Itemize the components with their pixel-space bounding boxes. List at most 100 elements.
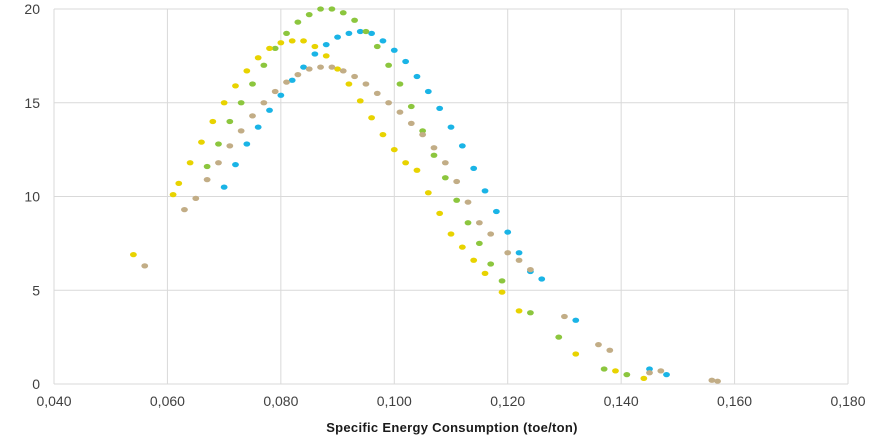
- data-point: [379, 38, 387, 44]
- data-point: [373, 90, 381, 96]
- data-point: [612, 368, 619, 374]
- data-point: [453, 178, 461, 185]
- data-point: [237, 128, 245, 134]
- data-point: [254, 55, 262, 61]
- data-point: [243, 141, 251, 147]
- data-point: [481, 188, 489, 194]
- data-point: [311, 43, 319, 50]
- data-point: [373, 43, 381, 50]
- data-point: [362, 28, 370, 35]
- data-point: [623, 372, 631, 378]
- data-point: [345, 30, 353, 36]
- data-point: [504, 250, 512, 256]
- x-tick-label: 0,060: [150, 393, 185, 409]
- data-point: [464, 199, 472, 205]
- data-point: [209, 118, 217, 125]
- data-point: [141, 263, 149, 269]
- data-point: [260, 62, 268, 68]
- data-point: [436, 105, 444, 111]
- data-point: [305, 66, 313, 72]
- data-point: [232, 162, 239, 168]
- data-point: [538, 276, 546, 282]
- x-axis-label: Specific Energy Consumption (toe/ton): [326, 420, 578, 435]
- data-point: [379, 132, 387, 138]
- data-point: [220, 184, 228, 190]
- data-point: [294, 19, 302, 25]
- series-3: [130, 38, 648, 381]
- data-point: [646, 370, 653, 376]
- data-point: [356, 98, 364, 104]
- data-point: [515, 308, 523, 314]
- data-point: [277, 92, 285, 98]
- data-point: [186, 160, 194, 166]
- gridlines: [53, 8, 849, 385]
- data-point: [356, 28, 364, 35]
- data-point: [390, 47, 398, 53]
- data-point: [271, 45, 279, 51]
- data-point: [424, 88, 432, 95]
- data-point: [498, 289, 506, 295]
- data-point: [317, 6, 324, 12]
- data-point: [260, 100, 268, 106]
- data-point: [169, 192, 177, 198]
- data-point: [487, 231, 495, 237]
- data-point: [328, 64, 336, 70]
- data-point: [515, 250, 523, 256]
- data-point: [646, 366, 653, 372]
- x-tick-label: 0,160: [717, 393, 752, 409]
- data-point: [226, 118, 234, 125]
- y-tick-label: 5: [32, 282, 40, 298]
- data-point: [481, 270, 489, 276]
- data-point: [266, 45, 273, 51]
- data-point: [317, 64, 324, 70]
- data-point: [430, 152, 438, 158]
- data-point: [362, 81, 370, 87]
- data-point: [407, 103, 415, 110]
- data-point: [413, 167, 421, 173]
- data-point: [226, 143, 234, 149]
- data-point: [402, 160, 410, 166]
- data-point: [470, 257, 478, 263]
- data-point: [254, 124, 262, 130]
- data-point: [300, 38, 307, 44]
- data-point: [334, 34, 341, 40]
- data-point: [606, 347, 614, 353]
- data-point: [464, 220, 472, 226]
- x-tick-label: 0,120: [490, 393, 525, 409]
- data-point: [470, 165, 478, 171]
- y-tick-label: 20: [24, 1, 40, 17]
- data-point: [277, 40, 285, 46]
- data-point: [368, 30, 375, 36]
- data-point: [572, 351, 580, 357]
- series-4: [141, 64, 721, 384]
- data-point: [283, 30, 290, 36]
- x-tick-label: 0,140: [604, 393, 639, 409]
- data-point: [475, 240, 483, 246]
- data-point: [458, 143, 466, 149]
- data-point: [396, 81, 404, 87]
- data-point: [419, 128, 427, 134]
- data-point: [515, 257, 523, 263]
- data-point: [351, 73, 358, 80]
- data-point: [458, 244, 466, 250]
- data-point: [407, 120, 415, 126]
- data-point: [203, 177, 211, 183]
- data-point: [475, 220, 483, 226]
- data-point: [561, 313, 568, 320]
- data-point: [385, 100, 393, 106]
- data-point: [663, 372, 670, 378]
- data-point: [328, 6, 336, 12]
- data-point: [402, 58, 410, 65]
- data-point: [130, 252, 137, 258]
- data-point: [192, 195, 200, 201]
- x-tick-label: 0,100: [377, 393, 412, 409]
- data-point: [271, 88, 279, 95]
- data-point: [368, 115, 375, 121]
- data-point: [243, 68, 251, 74]
- data-point: [249, 81, 256, 87]
- y-tick-label: 15: [24, 95, 40, 111]
- data-point: [492, 208, 500, 215]
- data-point: [288, 77, 296, 83]
- data-point: [430, 145, 438, 151]
